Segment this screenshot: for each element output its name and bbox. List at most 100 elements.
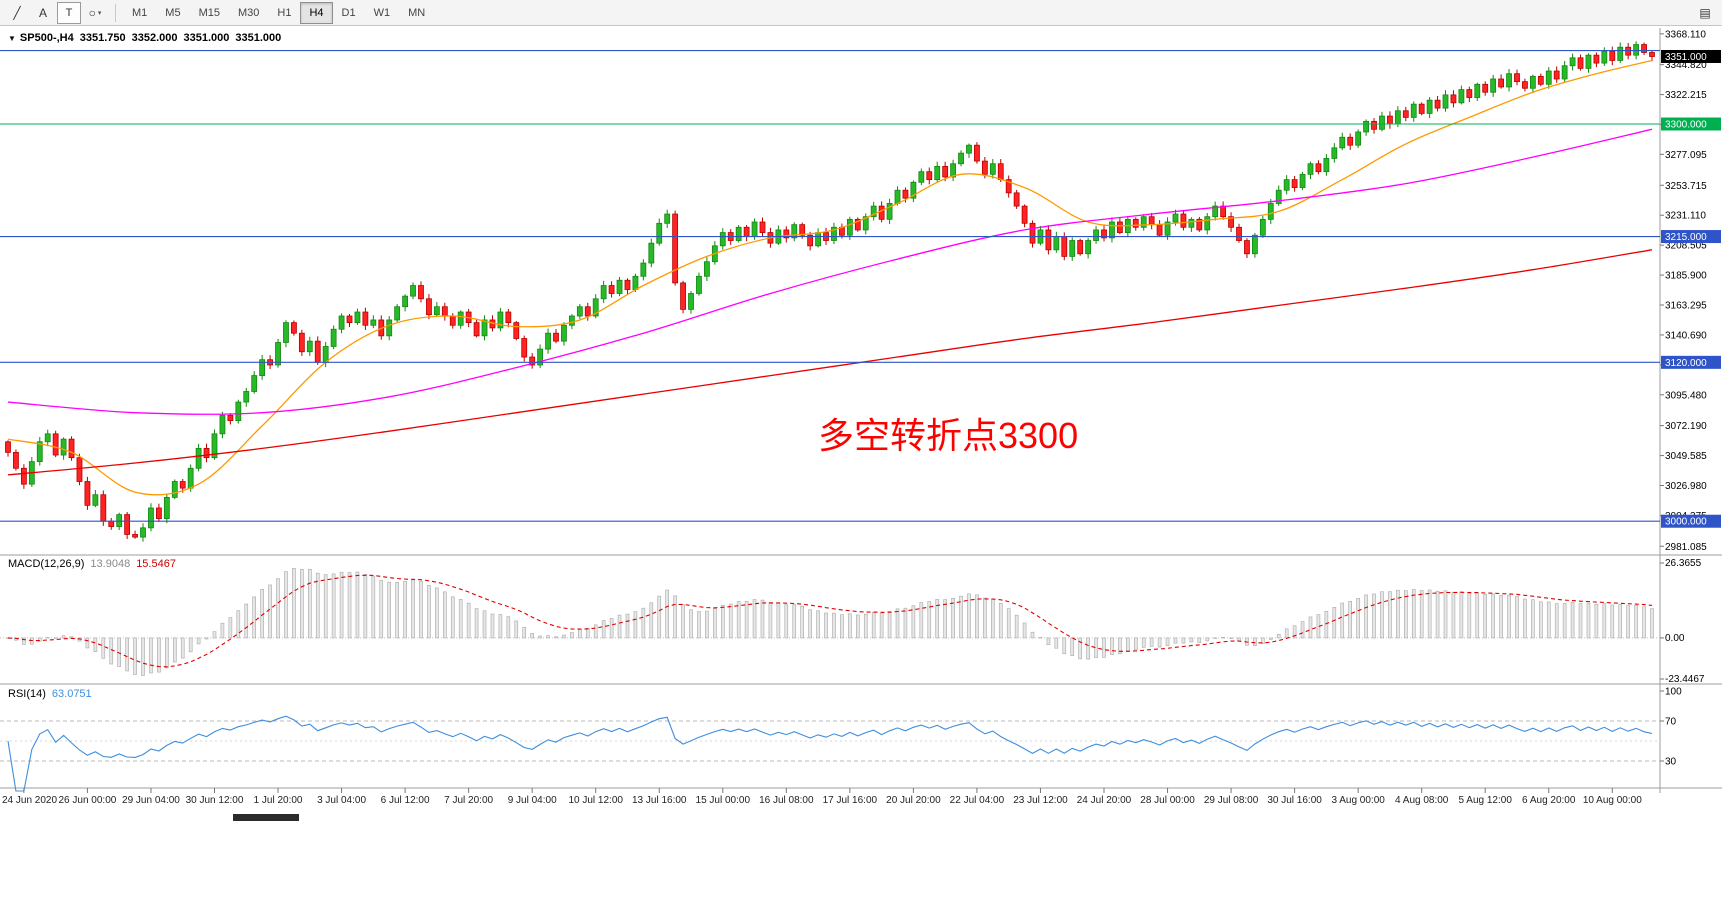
time-axis-label: 1 Jul 20:00: [254, 795, 303, 806]
time-axis-label: 24 Jun 2020: [2, 795, 57, 806]
macd-bar: [998, 602, 1003, 639]
candle-body: [1275, 189, 1282, 204]
macd-bar: [1523, 598, 1527, 639]
macd-bar: [816, 610, 820, 639]
candle-body: [1021, 205, 1028, 224]
tf-button-h1[interactable]: H1: [277, 6, 292, 19]
toolbar-separator: [115, 3, 116, 22]
candle-body: [942, 165, 949, 178]
macd-bar: [1038, 637, 1043, 639]
macd-bar: [562, 634, 566, 639]
candle-body: [1307, 163, 1314, 175]
candle-body: [743, 226, 750, 237]
candle-body: [934, 165, 941, 181]
candle-body: [1402, 110, 1409, 118]
macd-bar: [1451, 591, 1456, 639]
candle-body: [1633, 44, 1640, 56]
price-tag-3351.000: [1661, 49, 1721, 63]
candle-body: [5, 441, 11, 453]
shapes-dropdown-caret[interactable]: ▾: [97, 9, 102, 17]
tf-button-m30[interactable]: M30: [237, 6, 260, 19]
candle-body: [481, 319, 488, 337]
tf-button-w1[interactable]: W1: [373, 6, 391, 19]
candle-body: [275, 342, 281, 366]
textbox-tool-icon[interactable]: T: [57, 1, 81, 24]
price-tick-label: 3231.110: [1665, 211, 1706, 222]
macd-bar: [188, 637, 193, 653]
macd-bar: [276, 578, 280, 639]
candle-body: [513, 322, 520, 339]
candle-body: [68, 438, 75, 459]
candle-body: [1244, 240, 1250, 255]
symbol-dropdown-icon[interactable]: ▼: [8, 34, 16, 43]
time-axis-label: 9 Jul 04:00: [508, 795, 557, 806]
text-tool-icon[interactable]: A: [38, 5, 47, 20]
candle-body: [1331, 147, 1338, 159]
macd-bar: [1356, 598, 1360, 639]
price-tag-3300.000: [1661, 117, 1721, 131]
ma-slow-line: [7, 249, 1653, 476]
macd-bar: [379, 580, 384, 639]
time-axis-label: 24 Jul 20:00: [1077, 795, 1132, 806]
candle-body: [433, 306, 440, 316]
shapes-tool-icon[interactable]: ○ ▾: [88, 5, 102, 20]
candle-body: [1164, 221, 1171, 236]
time-axis-label: 6 Aug 20:00: [1522, 795, 1576, 806]
candle-body: [576, 306, 583, 317]
tf-button-d1[interactable]: D1: [341, 6, 356, 19]
macd-bar: [1467, 592, 1472, 639]
candle-body: [1045, 229, 1052, 251]
macd-bar: [1133, 637, 1138, 651]
macd-bar: [593, 624, 598, 639]
candle-body: [1482, 83, 1489, 93]
candle-body: [672, 213, 679, 284]
macd-bar: [1284, 628, 1289, 639]
macd-bar: [53, 637, 58, 639]
candle-body: [1569, 57, 1576, 67]
candle-body: [1291, 179, 1298, 188]
candle-body: [505, 311, 512, 324]
macd-bar: [585, 627, 590, 639]
scrollbar-thumb[interactable]: [233, 814, 299, 821]
candle-body: [370, 319, 377, 326]
macd-bar: [1324, 610, 1329, 639]
macd-bar: [991, 599, 995, 639]
tf-button-mn[interactable]: MN: [408, 6, 426, 19]
macd-bar: [1332, 607, 1337, 639]
macd-bar: [1348, 600, 1353, 639]
macd-bar: [570, 632, 574, 639]
macd-bar: [1062, 637, 1067, 655]
tf-button-m5[interactable]: M5: [165, 6, 181, 19]
macd-bar: [93, 637, 98, 652]
candle-body: [1649, 52, 1655, 57]
price-tick-label: 3277.095: [1665, 150, 1707, 161]
candle-body: [306, 340, 313, 353]
price-tag-3215.000: [1661, 230, 1721, 244]
candle-body: [338, 315, 345, 330]
macd-bar: [1396, 589, 1400, 639]
time-axis-label: 16 Jul 08:00: [759, 795, 814, 806]
tf-button-m15[interactable]: M15: [198, 6, 220, 19]
macd-bar: [1650, 608, 1654, 639]
macd-bar: [625, 613, 630, 639]
macd-bar: [85, 637, 90, 649]
chart-annotation-text[interactable]: 多空转折点3300: [818, 415, 1079, 456]
macd-bar: [1070, 637, 1075, 656]
tf-button-h4[interactable]: H4: [300, 1, 333, 24]
macd-bar: [657, 595, 662, 639]
macd-bar: [848, 613, 852, 639]
candle-body: [807, 234, 814, 247]
candle-body: [418, 285, 424, 300]
macd-bar: [443, 591, 447, 639]
candle-body: [362, 311, 369, 326]
candle-body: [902, 189, 909, 199]
macd-bar: [196, 637, 201, 645]
chart-window-icon[interactable]: ▤: [1699, 5, 1711, 20]
candle-body: [449, 315, 456, 326]
candle-body: [1101, 229, 1107, 239]
macd-histogram: [6, 568, 1654, 676]
tf-button-m1[interactable]: M1: [132, 6, 148, 19]
line-tool-icon[interactable]: ╱: [13, 5, 21, 20]
candle-body: [1061, 236, 1068, 257]
